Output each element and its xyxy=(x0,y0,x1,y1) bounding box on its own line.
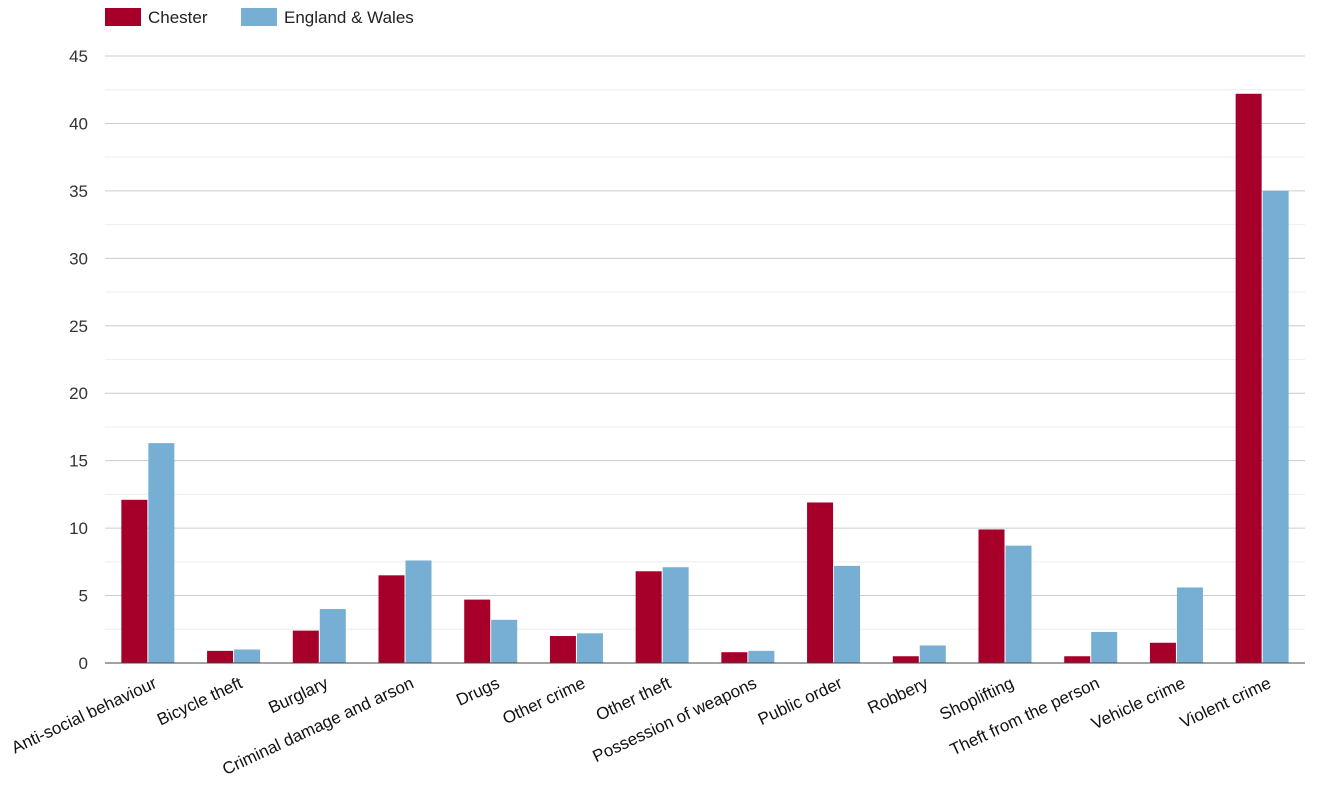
x-category-label: Other crime xyxy=(500,673,589,728)
legend-swatch xyxy=(105,8,141,26)
x-category-label: Possession of weapons xyxy=(590,673,760,766)
bar-england-wales xyxy=(234,649,261,663)
y-tick-label: 0 xyxy=(79,654,88,673)
bar-chester xyxy=(1149,642,1176,663)
bar-england-wales xyxy=(405,560,432,663)
bar-england-wales xyxy=(319,609,346,663)
bar-england-wales xyxy=(1005,545,1032,663)
x-category-label: Public order xyxy=(755,673,846,729)
bar-chester xyxy=(892,656,919,663)
bar-chester xyxy=(721,652,748,663)
bar-england-wales xyxy=(1262,190,1289,663)
y-tick-label: 10 xyxy=(69,519,88,538)
x-category-label: Burglary xyxy=(266,673,332,717)
x-category-label: Vehicle crime xyxy=(1088,673,1188,733)
bars xyxy=(121,93,1289,663)
y-tick-label: 20 xyxy=(69,384,88,403)
bar-chester xyxy=(635,571,662,663)
bar-england-wales xyxy=(148,443,175,663)
x-category-label: Bicycle theft xyxy=(154,673,245,729)
bar-chester xyxy=(207,650,234,663)
y-tick-label: 45 xyxy=(69,47,88,66)
bar-chester xyxy=(549,636,576,663)
x-category-label: Violent crime xyxy=(1177,673,1274,732)
bar-england-wales xyxy=(491,619,518,663)
legend-label: England & Wales xyxy=(284,8,414,27)
bar-england-wales xyxy=(748,650,775,663)
bar-chester xyxy=(978,529,1005,663)
x-category-label: Anti-social behaviour xyxy=(8,673,159,757)
y-axis-ticks: 0 5 10 15 20 25 30 35 40 45 xyxy=(69,47,88,673)
bar-chester xyxy=(807,502,834,663)
bar-chester xyxy=(378,575,405,663)
bar-england-wales xyxy=(1176,587,1203,663)
bar-chester xyxy=(1064,656,1091,663)
y-tick-label: 40 xyxy=(69,114,88,133)
bar-england-wales xyxy=(834,565,861,663)
y-tick-label: 35 xyxy=(69,182,88,201)
bar-england-wales xyxy=(576,633,603,663)
legend-label: Chester xyxy=(148,8,208,27)
x-category-label: Drugs xyxy=(453,673,502,709)
bar-england-wales xyxy=(1091,631,1118,663)
legend: Chester England & Wales xyxy=(105,8,414,27)
y-tick-label: 5 xyxy=(79,587,88,606)
bar-chester xyxy=(121,499,148,663)
y-tick-label: 25 xyxy=(69,317,88,336)
bar-chester xyxy=(464,599,491,663)
x-category-label: Theft from the person xyxy=(947,673,1102,759)
y-tick-label: 15 xyxy=(69,452,88,471)
bar-chester xyxy=(1235,93,1262,663)
x-category-label: Robbery xyxy=(865,673,932,718)
y-tick-label: 30 xyxy=(69,249,88,268)
gridlines xyxy=(105,55,1305,630)
bar-england-wales xyxy=(662,567,689,663)
legend-swatch xyxy=(241,8,277,26)
bar-chester xyxy=(292,630,319,663)
bar-england-wales xyxy=(919,645,946,663)
